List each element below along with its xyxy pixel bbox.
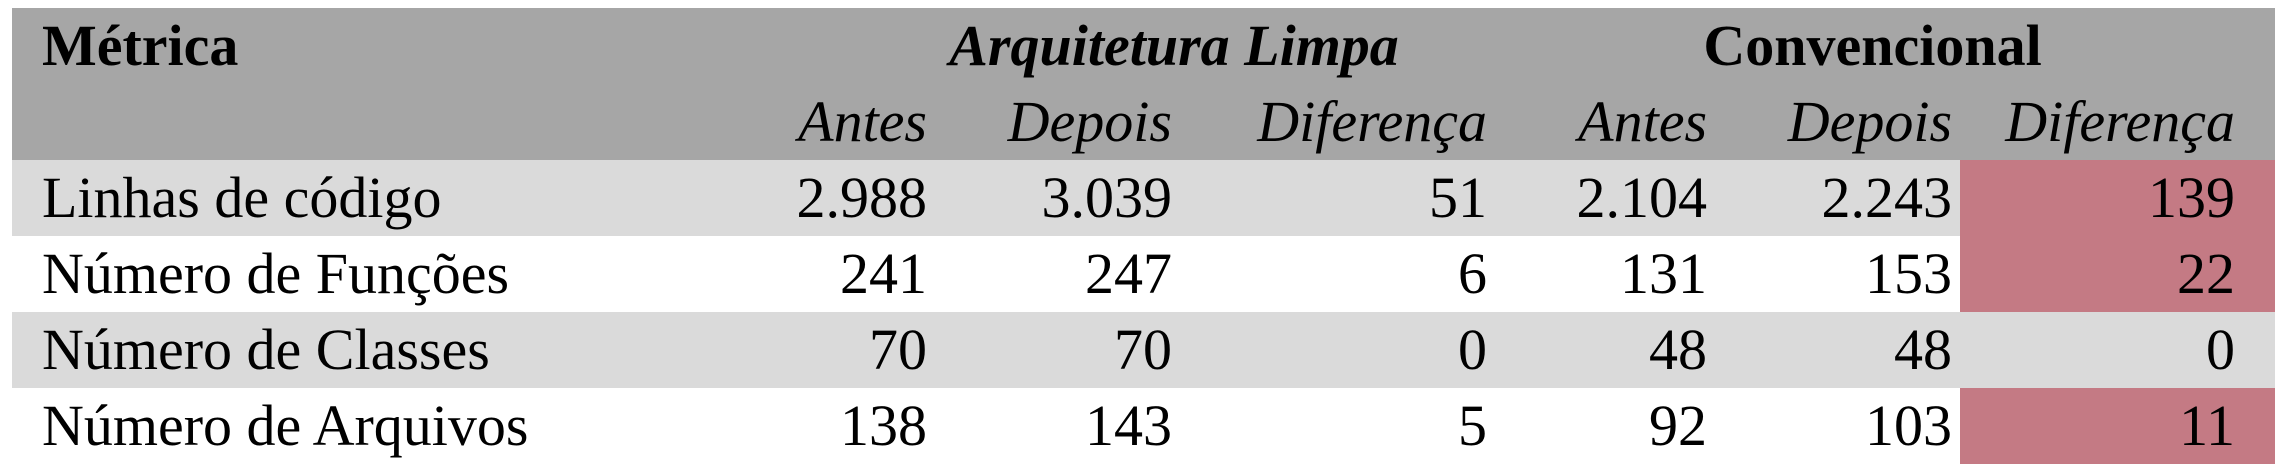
row-label: Número de Classes <box>12 312 765 388</box>
table-row: Linhas de código 2.988 3.039 51 2.104 2.… <box>12 160 2276 236</box>
cell-before-conventional: 48 <box>1495 312 1716 388</box>
subheader-difference-clean: Diferença <box>1180 84 1496 160</box>
subheader-difference-conventional: Diferença <box>1960 84 2276 160</box>
metrics-table: Métrica Arquitetura Limpa Convencional A… <box>12 8 2276 464</box>
group-header-conventional: Convencional <box>1495 8 2276 84</box>
cell-difference-clean: 5 <box>1180 388 1496 464</box>
cell-before-conventional: 92 <box>1495 388 1716 464</box>
cell-before-clean: 2.988 <box>765 160 935 236</box>
cell-after-clean: 143 <box>935 388 1180 464</box>
table-row: Número de Classes 70 70 0 48 48 0 <box>12 312 2276 388</box>
cell-difference-clean: 6 <box>1180 236 1496 312</box>
cell-difference-conventional-highlighted: 139 <box>1960 160 2276 236</box>
subheader-before-conventional: Antes <box>1495 84 1716 160</box>
subheader-after-clean: Depois <box>935 84 1180 160</box>
cell-after-conventional: 48 <box>1715 312 1961 388</box>
table-row: Número de Arquivos 138 143 5 92 103 11 <box>12 388 2276 464</box>
header-row-groups: Métrica Arquitetura Limpa Convencional <box>12 8 2276 84</box>
cell-difference-clean: 51 <box>1180 160 1496 236</box>
cell-after-clean: 247 <box>935 236 1180 312</box>
cell-after-clean: 3.039 <box>935 160 1180 236</box>
cell-before-clean: 70 <box>765 312 935 388</box>
metric-header: Métrica <box>12 8 765 84</box>
group-header-clean-architecture: Arquitetura Limpa <box>765 8 1496 84</box>
row-label: Número de Funções <box>12 236 765 312</box>
cell-difference-conventional-highlighted: 11 <box>1960 388 2276 464</box>
cell-difference-clean: 0 <box>1180 312 1496 388</box>
cell-difference-conventional-highlighted: 22 <box>1960 236 2276 312</box>
cell-before-conventional: 2.104 <box>1495 160 1716 236</box>
row-label: Número de Arquivos <box>12 388 765 464</box>
subheader-after-conventional: Depois <box>1715 84 1961 160</box>
cell-after-clean: 70 <box>935 312 1180 388</box>
metric-header-spacer <box>12 84 765 160</box>
table-row: Número de Funções 241 247 6 131 153 22 <box>12 236 2276 312</box>
cell-before-conventional: 131 <box>1495 236 1716 312</box>
row-label: Linhas de código <box>12 160 765 236</box>
cell-after-conventional: 2.243 <box>1715 160 1961 236</box>
header-row-subcolumns: Antes Depois Diferença Antes Depois Dife… <box>12 84 2276 160</box>
cell-difference-conventional: 0 <box>1960 312 2276 388</box>
cell-after-conventional: 153 <box>1715 236 1961 312</box>
cell-before-clean: 138 <box>765 388 935 464</box>
cell-before-clean: 241 <box>765 236 935 312</box>
subheader-before-clean: Antes <box>765 84 935 160</box>
cell-after-conventional: 103 <box>1715 388 1961 464</box>
